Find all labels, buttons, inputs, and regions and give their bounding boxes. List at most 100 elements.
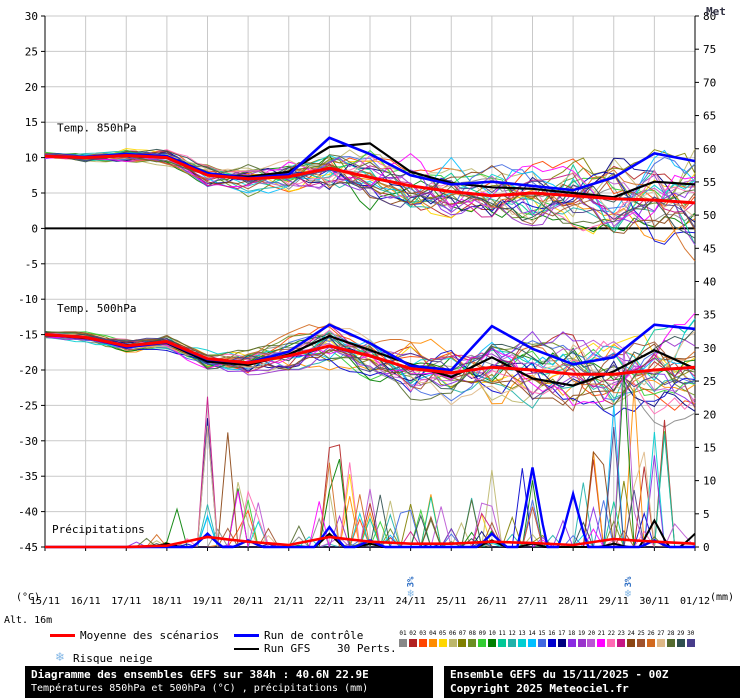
svg-text:55: 55 bbox=[703, 176, 716, 189]
svg-text:27/11: 27/11 bbox=[517, 596, 547, 607]
pert-swatch bbox=[438, 639, 447, 647]
pert-column: 06 bbox=[448, 630, 458, 647]
pert-swatch bbox=[498, 639, 507, 647]
pert-column: 09 bbox=[477, 630, 487, 647]
pert-number: 26 bbox=[647, 630, 655, 637]
pert-number: 03 bbox=[419, 630, 427, 637]
pert-swatch bbox=[627, 639, 636, 647]
pert-column: 25 bbox=[636, 630, 646, 647]
pert-number: 07 bbox=[458, 630, 467, 637]
pert-number: 25 bbox=[637, 630, 645, 637]
pert-swatch bbox=[666, 639, 675, 647]
svg-text:28/11: 28/11 bbox=[558, 596, 588, 607]
legend-control-swatch bbox=[234, 634, 259, 637]
pert-swatch bbox=[676, 639, 685, 647]
pert-number: 30 bbox=[687, 630, 695, 637]
svg-text:3%: 3% bbox=[624, 576, 634, 587]
pert-column: 05 bbox=[438, 630, 448, 647]
svg-text:20/11: 20/11 bbox=[233, 596, 263, 607]
pert-swatch bbox=[656, 639, 665, 647]
pert-column: 02 bbox=[408, 630, 418, 647]
pert-column: 24 bbox=[626, 630, 636, 647]
chart-subtitle: Températures 850hPa et 500hPa (°C) , pré… bbox=[31, 683, 369, 694]
legend-mean-label: Moyenne des scénarios bbox=[80, 629, 220, 642]
svg-text:-35: -35 bbox=[18, 470, 38, 483]
pert-number: 02 bbox=[409, 630, 417, 637]
svg-text:-45: -45 bbox=[18, 541, 38, 554]
svg-text:45: 45 bbox=[703, 242, 716, 255]
pert-column: 16 bbox=[547, 630, 557, 647]
pert-column: 23 bbox=[616, 630, 626, 647]
svg-text:17/11: 17/11 bbox=[111, 596, 141, 607]
pert-swatch bbox=[647, 639, 655, 647]
pert-swatch bbox=[557, 639, 566, 647]
pert-swatch bbox=[607, 639, 616, 647]
pert-number: 20 bbox=[587, 630, 596, 637]
legend-gfs-label: Run GFS bbox=[264, 642, 311, 655]
svg-text:Temp. 500hPa: Temp. 500hPa bbox=[57, 302, 136, 315]
svg-text:5: 5 bbox=[31, 187, 38, 200]
svg-text:15/11: 15/11 bbox=[30, 596, 60, 607]
pert-swatch bbox=[488, 639, 497, 647]
svg-text:19/11: 19/11 bbox=[192, 596, 222, 607]
svg-text:0: 0 bbox=[703, 541, 710, 554]
svg-text:25: 25 bbox=[703, 375, 716, 388]
pert-swatch bbox=[617, 639, 626, 647]
svg-text:15: 15 bbox=[703, 441, 716, 454]
svg-text:30/11: 30/11 bbox=[639, 596, 669, 607]
pert-number: 06 bbox=[448, 630, 457, 637]
legend-perts-label: 30 Perts. bbox=[337, 642, 397, 655]
pert-column: 22 bbox=[606, 630, 616, 647]
pert-number: 28 bbox=[667, 630, 675, 637]
pert-column: 14 bbox=[527, 630, 537, 647]
pert-number: 05 bbox=[439, 630, 447, 637]
svg-text:01/12: 01/12 bbox=[680, 596, 710, 607]
svg-text:-30: -30 bbox=[18, 435, 38, 448]
svg-text:50: 50 bbox=[703, 209, 716, 222]
pert-grid: 01 02 03 04 05 06 07 08 09 10 11 12 13 14 15 16 17 18 19 20… bbox=[398, 630, 696, 647]
pert-number: 29 bbox=[677, 630, 685, 637]
svg-text:❄: ❄ bbox=[407, 587, 414, 600]
snowflake-icon: ❄ bbox=[55, 650, 66, 664]
legend-mean-swatch bbox=[50, 634, 75, 637]
pert-column: 17 bbox=[557, 630, 567, 647]
svg-text:25/11: 25/11 bbox=[436, 596, 466, 607]
svg-text:60: 60 bbox=[703, 143, 716, 156]
pert-number: 19 bbox=[577, 630, 586, 637]
pert-column: 28 bbox=[666, 630, 676, 647]
pert-column: 08 bbox=[467, 630, 477, 647]
pert-number: 04 bbox=[429, 630, 437, 637]
pert-column: 19 bbox=[577, 630, 587, 647]
chart-title-bar: Diagramme des ensembles GEFS sur 384h : … bbox=[25, 666, 433, 698]
svg-text:-15: -15 bbox=[18, 329, 38, 342]
pert-swatch bbox=[408, 639, 417, 647]
pert-number: 22 bbox=[607, 630, 615, 637]
pert-swatch bbox=[567, 639, 576, 647]
pert-swatch bbox=[508, 639, 517, 647]
pert-swatch bbox=[547, 639, 556, 647]
pert-number: 27 bbox=[657, 630, 665, 637]
svg-text:15: 15 bbox=[25, 116, 38, 129]
svg-text:-40: -40 bbox=[18, 506, 38, 519]
pert-column: 10 bbox=[487, 630, 497, 647]
pert-swatch bbox=[428, 639, 437, 647]
svg-text:23/11: 23/11 bbox=[355, 596, 385, 607]
pert-number: 11 bbox=[498, 630, 506, 637]
pert-number: 15 bbox=[538, 630, 546, 637]
pert-swatch bbox=[518, 639, 527, 647]
pert-swatch bbox=[468, 639, 477, 647]
svg-text:5: 5 bbox=[703, 508, 710, 521]
svg-text:Temp. 850hPa: Temp. 850hPa bbox=[57, 121, 136, 134]
pert-number: 21 bbox=[597, 630, 606, 637]
pert-column: 13 bbox=[517, 630, 527, 647]
pert-number: 23 bbox=[617, 630, 625, 637]
svg-text:0: 0 bbox=[31, 222, 38, 235]
svg-text:Précipitations: Précipitations bbox=[52, 523, 145, 536]
svg-text:-5: -5 bbox=[25, 258, 38, 271]
pert-swatch bbox=[587, 639, 596, 647]
svg-text:10: 10 bbox=[25, 152, 38, 165]
run-info-bar: Ensemble GEFS du 15/11/2025 - 00Z Copyri… bbox=[444, 666, 740, 698]
pert-number: 12 bbox=[508, 630, 516, 637]
pert-number: 16 bbox=[548, 630, 556, 637]
